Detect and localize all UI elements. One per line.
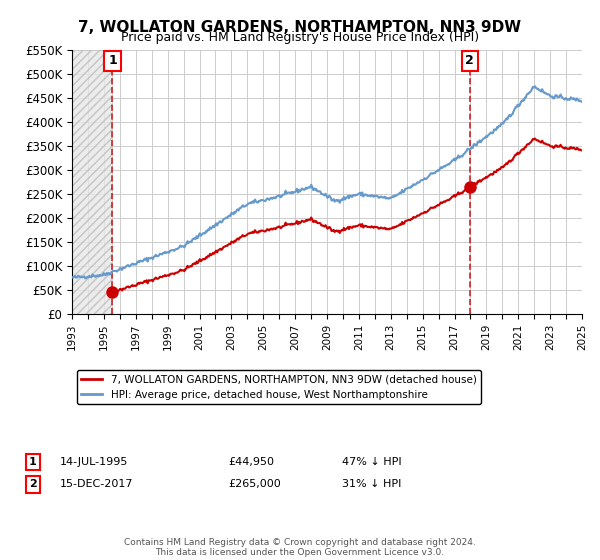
Text: £265,000: £265,000: [228, 479, 281, 489]
Text: 1: 1: [108, 54, 117, 67]
Text: 7, WOLLATON GARDENS, NORTHAMPTON, NN3 9DW: 7, WOLLATON GARDENS, NORTHAMPTON, NN3 9D…: [79, 20, 521, 35]
Legend: 7, WOLLATON GARDENS, NORTHAMPTON, NN3 9DW (detached house), HPI: Average price, : 7, WOLLATON GARDENS, NORTHAMPTON, NN3 9D…: [77, 370, 481, 404]
Text: 14-JUL-1995: 14-JUL-1995: [60, 457, 128, 467]
Text: £44,950: £44,950: [228, 457, 274, 467]
Text: 2: 2: [466, 54, 474, 67]
Text: 1: 1: [29, 457, 37, 467]
Text: 15-DEC-2017: 15-DEC-2017: [60, 479, 133, 489]
Text: Contains HM Land Registry data © Crown copyright and database right 2024.
This d: Contains HM Land Registry data © Crown c…: [124, 538, 476, 557]
Text: Price paid vs. HM Land Registry's House Price Index (HPI): Price paid vs. HM Land Registry's House …: [121, 31, 479, 44]
Text: 2: 2: [29, 479, 37, 489]
Text: 31% ↓ HPI: 31% ↓ HPI: [342, 479, 401, 489]
Bar: [72, 50, 112, 314]
Text: 47% ↓ HPI: 47% ↓ HPI: [342, 457, 401, 467]
